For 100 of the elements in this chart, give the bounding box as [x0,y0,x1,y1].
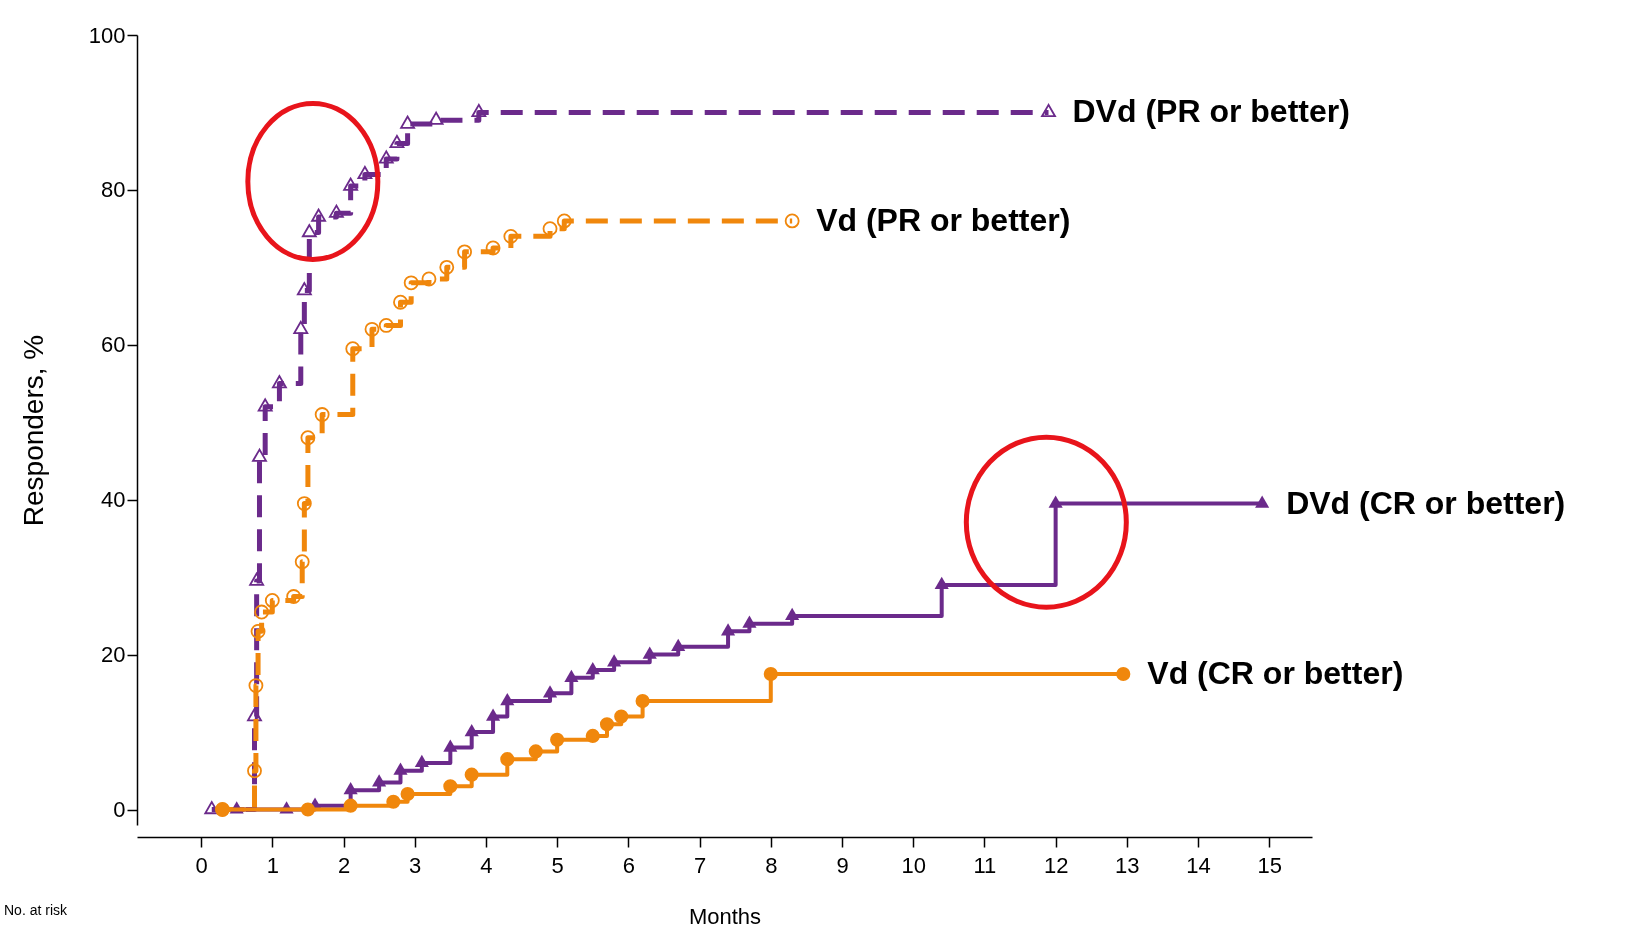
point [443,739,458,752]
point [720,623,736,636]
point [439,259,455,275]
point [345,341,361,357]
point [400,115,416,129]
point [343,781,358,795]
point [301,224,317,238]
point [249,572,265,586]
point [294,554,310,570]
point [296,496,312,511]
point [742,615,757,628]
point [264,592,280,608]
point [485,240,501,256]
point [300,430,316,446]
point [607,654,622,667]
point [386,794,401,809]
point [784,213,800,229]
point [443,779,458,794]
x-tick-label: 13 [1115,852,1140,878]
x-tick-label: 11 [973,852,997,878]
series-label: DVd (CR or better) [1286,484,1566,521]
point [254,604,270,620]
point [247,708,262,722]
point [343,798,358,813]
x-tick-label: 9 [836,852,849,878]
x-tick-label: 6 [622,852,635,878]
x-tick-label: 10 [901,852,926,878]
y-tick-label: 0 [113,797,126,823]
point [763,666,778,682]
point [550,732,565,747]
point [296,282,312,296]
point [464,767,479,782]
point [428,111,444,125]
point [311,208,327,222]
point [585,661,600,675]
point [257,398,273,412]
series-label: Vd (PR or better) [816,201,1071,238]
point [671,638,686,651]
point [642,646,657,659]
point [556,213,572,229]
point [378,318,394,333]
series-label: Vd (CR or better) [1147,654,1404,691]
point [564,669,579,682]
point [500,692,515,706]
y-tick-label: 40 [101,487,126,513]
point [542,685,558,698]
y-tick-label: 60 [101,332,126,358]
point [314,407,330,422]
point [328,204,344,218]
point [542,221,558,237]
point [485,708,501,721]
x-tick-label: 5 [551,852,564,878]
point [614,709,629,724]
point [471,104,487,118]
point [286,589,302,604]
x-tick-label: 8 [765,852,778,878]
point [599,717,615,732]
point [785,607,800,620]
point [1041,104,1056,118]
point [300,802,315,817]
x-tick-label: 15 [1257,852,1283,878]
y-axis-title: Responders, % [17,334,49,527]
series-label: DVd (PR or better) [1072,93,1350,130]
point [414,754,429,768]
point [1048,495,1063,508]
x-tick-label: 0 [195,852,208,878]
point [457,244,472,260]
point [1116,666,1131,682]
point [585,728,600,743]
point [934,576,949,589]
point [393,294,408,310]
y-tick-label: 80 [101,177,126,203]
point [343,177,359,191]
x-tick-label: 1 [266,852,279,878]
point [372,774,387,787]
point [364,321,380,337]
point [421,271,437,287]
point [403,275,419,291]
x-tick-label: 2 [337,852,351,878]
point [247,763,262,779]
point [393,762,408,775]
point [635,694,650,709]
point [500,752,515,767]
x-tick-label: 3 [409,852,422,878]
y-tick-label: 20 [101,642,126,668]
x-tick-label: 12 [1043,852,1069,878]
y-tick-label: 100 [88,22,126,48]
point [272,375,287,389]
point [378,150,394,164]
x-tick-label: 14 [1186,852,1211,878]
point [528,744,543,759]
point [293,320,309,334]
x-tick-label: 7 [693,852,707,878]
point [250,623,266,639]
point [503,228,519,244]
point [464,723,479,737]
point [357,165,373,180]
point [252,448,267,462]
point [1255,495,1270,508]
point [400,786,415,802]
